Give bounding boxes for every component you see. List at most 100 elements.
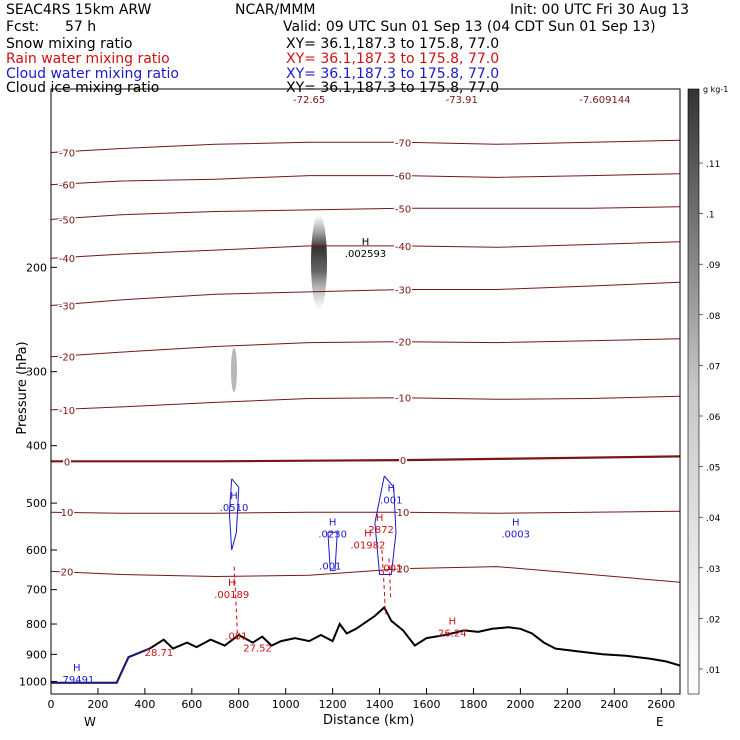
isotherm-label: 20 [61,567,74,578]
maximum-marker: H [376,513,384,524]
rain-water-contour [381,549,386,615]
x-tick-label: 600 [181,698,202,711]
maximum-value: .00189 [214,590,249,601]
colorbar-tick-label: .02 [706,615,720,625]
isotherm--50 [51,206,680,220]
init-time: Init: 00 UTC Fri 30 Aug 13 [510,2,690,18]
colorbar-tick-label: .03 [706,565,720,575]
isotherm-0 [51,455,680,463]
fcst-label: Fcst: [6,19,40,35]
isotherm-label: -20 [59,353,75,364]
top-isotherm-value: -72.65 [293,95,325,106]
cloud-water-contour-low [51,648,150,684]
center-title: NCAR/MMM [235,2,316,18]
isotherm--10 [51,395,680,411]
y-axis-label: Pressure (hPa) [15,341,30,435]
x-tick-label: 400 [134,698,155,711]
maximum-marker: H [230,491,238,502]
maximum-value: 27.52 [243,644,272,655]
maximum-value: .001 [225,632,247,643]
colorbar-tick-label: .01 [706,666,720,676]
isotherm--30 [51,281,680,306]
isotherm-label: 10 [61,508,74,519]
colorbar-tick-label: .08 [706,312,721,322]
x-tick-label: 1000 [272,698,300,711]
maximum-value: .0230 [318,530,347,541]
colorbar-tick-label: .1 [706,211,715,221]
isotherm-label: -10 [59,406,75,417]
maximum-value: 26.24 [438,629,467,640]
maximum-marker: H [388,484,396,495]
top-isotherm-value: -7.609144 [579,95,630,106]
maximum-marker: H [228,578,236,589]
isotherm-10 [51,510,680,514]
legend-cloud-ice: Cloud ice mixing ratio [6,80,160,96]
colorbar-tick-label: .05 [706,464,720,474]
y-tick-label: 1000 [19,675,47,688]
isotherm-label: -50 [395,204,411,215]
snow-mixing-ratio-shading-lower [231,348,237,392]
x-tick-label: 2400 [600,698,628,711]
x-tick-label: 1800 [459,698,487,711]
isotherm-label: 10 [397,508,410,519]
maximum-value: .001 [319,562,341,573]
isotherm-label: -60 [59,181,75,192]
fcst-value: 57 h [65,19,97,35]
legend-rain: Rain water mixing ratio [6,51,170,67]
x-tick-label: 200 [87,698,108,711]
isotherm-20 [51,566,680,583]
maximum-value: 28.71 [145,648,174,659]
y-tick-label: 700 [26,584,47,597]
maximum-value: .001 [380,496,402,507]
valid-time: Valid: 09 UTC Sun 01 Sep 13 (04 CDT Sun … [283,19,656,35]
x-tick-label: 0 [48,698,55,711]
maximum-value: .0003 [501,530,530,541]
isotherm-label: -40 [59,254,75,265]
isotherm-label: -30 [395,286,411,297]
maximum-marker: H [329,518,337,529]
y-tick-label: 800 [26,618,47,631]
legend-snow-xy: XY= 36.1,187.3 to 175.8, 77.0 [286,36,500,52]
isotherm--60 [51,173,680,186]
isotherm-label: -70 [59,149,75,160]
colorbar-unit: g kg-1 [703,85,728,94]
model-title: SEAC4RS 15km ARW [6,2,152,18]
colorbar-tick-label: .06 [706,413,721,423]
isotherm-label: -70 [395,138,411,149]
east-label: E [656,715,664,729]
y-tick-label: 600 [26,544,47,557]
colorbar-tick-label: .11 [706,160,720,170]
cloud-water-contour [374,475,397,575]
y-tick-label: 300 [26,366,47,379]
snow-mixing-ratio-shading [311,214,327,310]
isotherm-label: -60 [395,172,411,183]
isotherm-label: 0 [64,457,70,468]
isotherm-label: -20 [395,338,411,349]
isotherm-label: -40 [395,242,411,253]
legend-cloud-water-xy: XY= 36.1,187.3 to 175.8, 77.0 [286,66,500,82]
maximum-value: .001 [380,564,402,575]
isotherm-label: 20 [397,565,410,576]
rain-water-contour [233,566,239,640]
legend-cloud-water: Cloud water mixing ratio [6,66,179,82]
x-tick-label: 1200 [319,698,347,711]
x-tick-label: 2600 [647,698,675,711]
maximum-marker: H [512,518,520,529]
maximum-marker: H [449,617,457,628]
x-axis-label: Distance (km) [323,713,415,728]
cloud-water-contour [327,531,338,572]
colorbar-tick-label: .04 [706,514,721,524]
colorbar [687,88,700,695]
isotherm-label: -30 [59,302,75,313]
cloud-water-contour [228,478,240,551]
y-tick-label: 900 [26,648,47,661]
isotherm-label: 0 [400,456,406,467]
isotherm-label: -10 [395,394,411,405]
maximum-marker: H [73,663,81,674]
maximum-value: .79491 [59,675,94,686]
y-tick-label: 500 [26,497,47,510]
y-tick-label: 200 [26,261,47,274]
x-tick-label: 2000 [506,698,534,711]
legend-snow: Snow mixing ratio [6,36,133,52]
